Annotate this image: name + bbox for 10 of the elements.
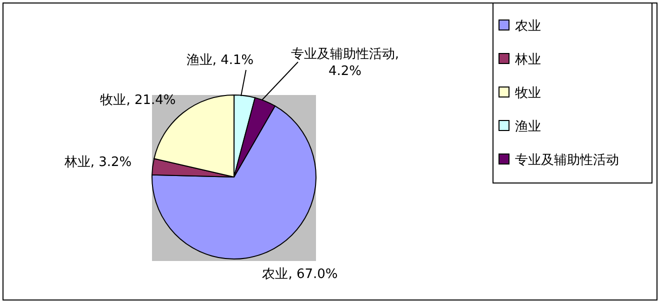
legend-label: 渔业 — [515, 120, 541, 134]
data-label: 农业, 67.0% — [262, 267, 338, 282]
data-label: 渔业, 4.1% — [186, 53, 254, 68]
legend-label: 林业 — [514, 52, 541, 68]
data-label: 林业, 3.2% — [63, 155, 132, 170]
legend-label: 牧业 — [515, 86, 541, 101]
data-label: 专业及辅助性活动, 4.2% — [290, 47, 400, 79]
data-label: 牧业, 21.4% — [100, 93, 176, 108]
legend-label: 农业 — [515, 19, 541, 34]
legend-label: 专业及辅助性活动 — [515, 153, 619, 168]
